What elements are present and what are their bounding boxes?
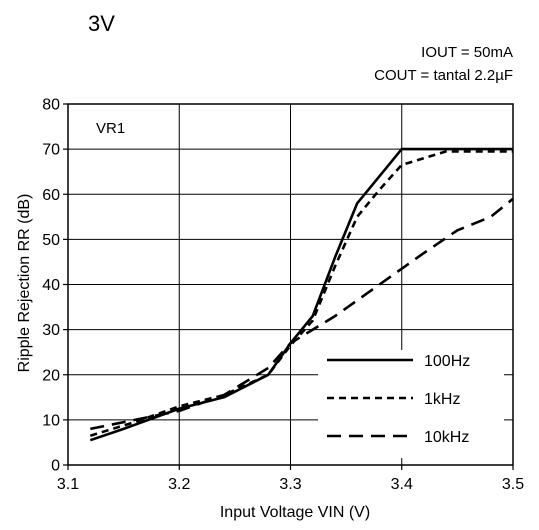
x-tick-label: 3.5 <box>502 476 524 493</box>
condition-iout: IOUT = 50mA <box>421 44 513 61</box>
y-tick-label: 50 <box>42 232 60 249</box>
chart-title: 3V <box>88 11 115 36</box>
legend-label-3: 10kHz <box>424 429 469 446</box>
x-axis-label: Input Voltage VIN (V) <box>220 504 370 521</box>
series-line-1 <box>89 147 513 442</box>
x-tick-label: 3.3 <box>279 476 301 493</box>
y-axis-label: Ripple Rejection RR (dB) <box>16 194 33 373</box>
x-tick-label: 3.1 <box>57 476 79 493</box>
series-line-3 <box>90 197 514 431</box>
x-tick-label: 3.4 <box>391 476 413 493</box>
y-axis-ticks: 0 10 20 30 40 50 60 70 80 <box>42 97 68 475</box>
y-tick-label: 70 <box>42 142 60 159</box>
y-tick-label: 30 <box>42 322 60 339</box>
x-tick-label: 3.2 <box>168 476 190 493</box>
y-tick-label: 20 <box>42 367 60 384</box>
legend-label-2: 1kHz <box>424 391 460 408</box>
condition-cout: COUT = tantal 2.2µF <box>374 67 513 84</box>
panel-label: VR1 <box>96 120 125 137</box>
legend-box <box>318 350 504 458</box>
series-layer <box>89 147 514 442</box>
y-tick-label: 80 <box>42 97 60 114</box>
x-axis-ticks: 3.1 3.2 3.3 3.4 3.5 <box>57 465 524 493</box>
legend: 100Hz 1kHz 10kHz <box>327 353 470 446</box>
y-tick-label: 40 <box>42 277 60 294</box>
y-tick-label: 60 <box>42 187 60 204</box>
series-line-2 <box>89 150 513 437</box>
y-tick-label: 0 <box>51 458 60 475</box>
legend-label-1: 100Hz <box>424 353 470 370</box>
y-tick-label: 10 <box>42 412 60 429</box>
